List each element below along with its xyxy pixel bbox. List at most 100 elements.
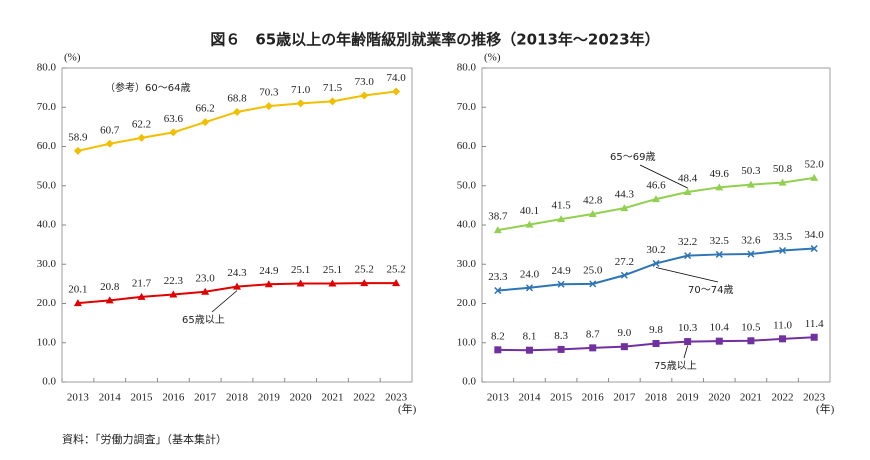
x-tick-label: 2014: [99, 392, 122, 404]
y-tick-label: 0.0: [42, 376, 56, 388]
data-label: 41.5: [551, 200, 571, 212]
data-point: [264, 102, 273, 111]
data-point: [620, 271, 628, 279]
data-point: [201, 287, 210, 295]
x-unit: (年): [816, 402, 835, 416]
data-label: 34.0: [805, 229, 825, 241]
data-label: 9.0: [617, 327, 631, 339]
data-label: 21.7: [132, 277, 152, 289]
x-tick-label: 2023: [803, 392, 826, 404]
data-label: 42.8: [583, 195, 603, 207]
data-label: 46.6: [646, 180, 666, 192]
source-note: 資料：「労働力調査」（基本集計）: [62, 432, 227, 446]
y-tick-label: 50.0: [37, 179, 57, 191]
data-point: [105, 296, 114, 304]
data-label: 52.0: [805, 158, 825, 170]
data-point: [778, 178, 787, 186]
callout-line: [655, 267, 719, 283]
data-point: [201, 118, 210, 127]
series-label: （参考）60～64歳: [105, 81, 190, 94]
x-tick-label: 2019: [258, 392, 281, 404]
data-point: [779, 246, 787, 255]
x-tick-label: 2020: [708, 392, 731, 404]
y-tick-label: 60.0: [37, 140, 57, 152]
x-tick-label: 2021: [740, 392, 762, 404]
data-point: [360, 279, 369, 287]
data-point: [652, 195, 660, 203]
data-label: 32.6: [741, 235, 761, 247]
data-label: 11.4: [805, 318, 824, 330]
data-label: 68.8: [227, 92, 247, 104]
data-point: [328, 97, 337, 106]
data-point: [137, 133, 146, 142]
x-tick-label: 2016: [582, 392, 605, 404]
data-point: [652, 340, 660, 348]
data-label: 71.5: [323, 82, 343, 94]
x-tick-label: 2017: [613, 392, 636, 404]
data-point: [684, 252, 692, 260]
data-point: [493, 226, 502, 234]
data-point: [392, 87, 401, 96]
data-label: 25.1: [291, 264, 310, 276]
data-point: [264, 280, 273, 288]
data-point: [683, 188, 692, 196]
data-point: [589, 344, 597, 352]
y-tick-label: 70.0: [457, 101, 477, 113]
data-point: [588, 210, 597, 218]
series-label: 70～74歳: [688, 284, 733, 296]
x-tick-label: 2020: [290, 392, 313, 404]
x-tick-label: 2015: [131, 392, 154, 404]
data-point: [233, 282, 241, 290]
data-point: [715, 250, 723, 258]
data-point: [169, 128, 178, 137]
data-point: [810, 245, 818, 253]
data-label: 74.0: [386, 72, 406, 84]
data-point: [525, 346, 533, 354]
x-tick-label: 2022: [772, 392, 794, 404]
series-label: 65歳以上: [182, 314, 225, 326]
x-tick-label: 2023: [385, 392, 408, 404]
x-tick-label: 2014: [518, 392, 541, 404]
x-tick-label: 2018: [226, 392, 249, 404]
x-tick-label: 2021: [321, 392, 343, 404]
data-label: 8.7: [586, 328, 600, 340]
y-tick-label: 10.0: [37, 336, 57, 348]
data-point: [747, 250, 755, 258]
data-point: [169, 290, 178, 298]
y-tick-label: 80.0: [457, 62, 477, 74]
x-tick-label: 2019: [677, 392, 700, 404]
data-label: 24.9: [259, 265, 279, 277]
series-label: 65～69歳: [610, 151, 655, 163]
data-label: 25.2: [355, 264, 374, 276]
data-label: 58.9: [68, 131, 88, 143]
data-label: 20.1: [68, 284, 87, 296]
data-point: [328, 279, 337, 287]
x-tick-label: 2013: [487, 392, 510, 404]
callout-line: [211, 290, 238, 313]
y-tick-label: 60.0: [457, 140, 477, 152]
data-label: 50.3: [741, 165, 761, 177]
y-tick-label: 30.0: [457, 258, 477, 270]
data-label: 23.3: [488, 271, 508, 283]
page-title: 図６ 65歳以上の年齢階級別就業率の推移（2013年～2023年）: [210, 31, 659, 49]
data-point: [684, 338, 692, 346]
data-label: 8.2: [491, 330, 505, 342]
data-label: 63.6: [164, 113, 184, 125]
data-label: 10.4: [710, 322, 730, 334]
data-point: [525, 220, 534, 228]
data-label: 50.8: [773, 163, 793, 175]
y-tick-label: 50.0: [457, 179, 477, 191]
callout-line: [639, 164, 688, 189]
data-point: [360, 91, 369, 100]
y-tick-label: 30.0: [37, 258, 57, 270]
y-tick-label: 70.0: [37, 101, 57, 113]
y-unit: (%): [64, 52, 81, 64]
data-label: 25.1: [323, 264, 342, 276]
data-label: 32.5: [710, 235, 730, 247]
data-label: 23.0: [196, 272, 216, 284]
data-label: 20.8: [100, 281, 120, 293]
x-tick-label: 2016: [162, 392, 185, 404]
data-point: [233, 107, 241, 116]
data-label: 32.2: [678, 236, 697, 248]
